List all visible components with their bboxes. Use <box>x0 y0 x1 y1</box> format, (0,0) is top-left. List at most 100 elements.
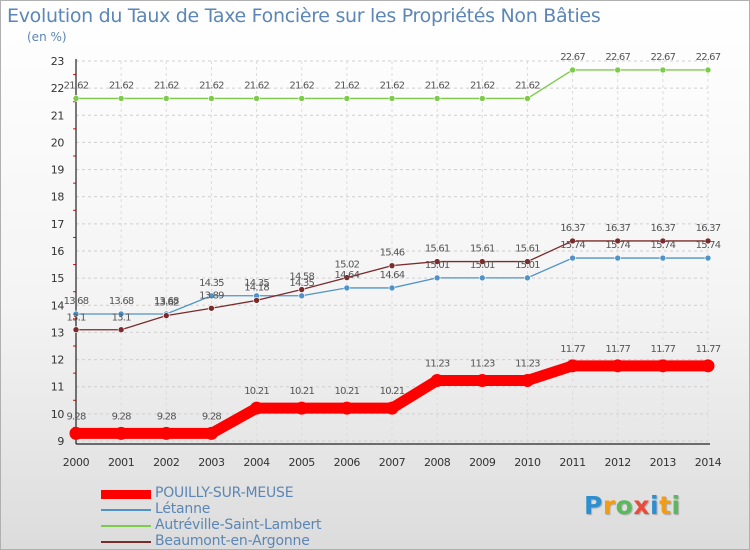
data-point <box>298 286 306 293</box>
data-label: 14.58 <box>289 272 314 283</box>
data-label: 14.35 <box>289 278 314 289</box>
data-point <box>72 95 80 102</box>
y-tick-label: 22 <box>51 82 64 95</box>
data-label: 15.01 <box>470 260 495 271</box>
data-label: 15.61 <box>425 244 450 255</box>
data-label: 10.21 <box>380 386 405 397</box>
x-tick-label: 2004 <box>243 456 270 469</box>
tick-labels: 9 10 11 12 13 14 15 16 17 18 19 20 21 22 23 2000 2001 200… <box>51 55 722 469</box>
chart-title: Evolution du Taux de Taxe Foncière sur l… <box>7 5 601 27</box>
data-point <box>208 304 215 312</box>
logo-letter: o <box>615 491 634 520</box>
data-label: 15.74 <box>605 240 630 251</box>
data-point <box>659 254 667 262</box>
data-point <box>614 237 622 245</box>
data-label: 16.37 <box>560 223 585 234</box>
data-label: 13.62 <box>154 298 179 309</box>
data-point <box>117 326 125 334</box>
axes <box>73 59 710 445</box>
x-tick-label: 2012 <box>605 456 631 469</box>
x-tick-label: 2001 <box>108 456 134 469</box>
data-point <box>524 258 531 265</box>
data-point <box>569 254 576 262</box>
data-point <box>656 359 670 373</box>
data-label: 9.28 <box>202 411 222 422</box>
data-point <box>433 95 441 102</box>
data-point <box>614 254 622 262</box>
data-label: 11.23 <box>470 358 495 369</box>
y-tick-label: 18 <box>51 191 65 204</box>
data-point <box>475 373 489 387</box>
data-label: 14.35 <box>199 278 224 289</box>
data-point <box>343 274 351 281</box>
x-tick-label: 2008 <box>424 456 451 469</box>
y-tick-label: 14 <box>51 299 65 312</box>
data-label: 13.1 <box>66 313 86 324</box>
data-label: 15.02 <box>335 260 360 271</box>
data-label: 11.23 <box>515 358 540 369</box>
legend-label: Beaumont-en-Argonne <box>155 533 310 549</box>
data-label: 21.62 <box>199 80 224 91</box>
data-point <box>430 373 444 387</box>
data-label: 14.64 <box>380 270 405 281</box>
logo-letter: P <box>584 491 603 520</box>
y-axis-unit-label: (en %) <box>27 30 67 44</box>
data-label: 22.67 <box>651 52 676 63</box>
data-point <box>204 426 218 440</box>
data-label: 15.01 <box>425 260 450 271</box>
x-tick-label: 2000 <box>63 456 90 469</box>
data-label: 11.77 <box>560 344 585 355</box>
data-label: 15.74 <box>696 240 721 251</box>
data-label: 22.67 <box>560 52 585 63</box>
logo-letter: r <box>602 491 616 520</box>
x-tick-label: 2013 <box>650 456 677 469</box>
data-point <box>69 426 83 440</box>
data-label: 22.67 <box>605 52 630 63</box>
data-point <box>704 66 712 74</box>
logo-letter: i <box>650 491 660 520</box>
legend-label: POUILLY-SUR-MEUSE <box>155 485 294 501</box>
x-tick-label: 2011 <box>559 456 585 469</box>
data-label: 11.77 <box>651 344 676 355</box>
data-point <box>72 326 80 334</box>
data-point <box>388 284 396 292</box>
data-label: 10.21 <box>289 386 314 397</box>
data-point <box>478 258 486 265</box>
legend-label: Létanne <box>155 501 211 517</box>
data-label: 21.62 <box>289 80 314 91</box>
data-label: 9.28 <box>157 411 177 422</box>
y-tick-label: 12 <box>51 354 64 367</box>
data-label: 11.77 <box>696 344 721 355</box>
data-label: 16.37 <box>651 223 676 234</box>
data-label: 10.21 <box>335 386 360 397</box>
y-tick-label: 21 <box>51 109 64 122</box>
data-label: 21.62 <box>244 80 269 91</box>
data-point <box>114 426 128 440</box>
data-point <box>388 95 396 102</box>
proxiti-logo: Proxiti <box>584 491 681 520</box>
y-tick-label: 19 <box>51 164 65 177</box>
data-point <box>117 310 125 318</box>
x-tick-label: 2014 <box>695 456 722 469</box>
data-point <box>117 95 125 102</box>
data-point <box>524 95 531 102</box>
data-point <box>704 237 712 245</box>
data-point <box>478 274 486 282</box>
data-point <box>385 401 399 415</box>
data-label: 9.28 <box>112 411 132 422</box>
data-label: 21.62 <box>425 80 450 91</box>
x-tick-label: 2002 <box>153 456 179 469</box>
data-point <box>253 297 260 304</box>
data-label: 22.67 <box>696 52 721 63</box>
data-point <box>208 292 215 300</box>
data-label: 14.35 <box>244 278 269 289</box>
data-label: 15.46 <box>380 248 405 259</box>
data-label: 13.68 <box>64 296 89 307</box>
data-label: 21.62 <box>335 80 360 91</box>
x-tick-label: 2005 <box>289 456 316 469</box>
data-label: 11.23 <box>425 358 450 369</box>
data-point <box>343 95 351 102</box>
data-point <box>569 66 576 74</box>
